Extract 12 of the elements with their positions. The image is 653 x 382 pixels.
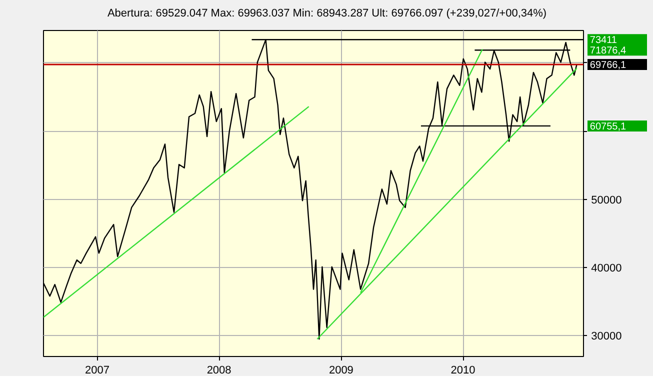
ref-line-label: 69766,1 bbox=[590, 60, 626, 71]
series-label: 71876,4 bbox=[590, 46, 626, 57]
x-tick-label: 2010 bbox=[450, 364, 476, 376]
x-tick-label: 2009 bbox=[328, 364, 354, 376]
chart-subtitle: Abertura: 69529.047 Max: 69963.037 Min: 68943.287 Ult: 69766.097 (+239,027/+00,34%) bbox=[107, 8, 547, 20]
y-tick-label: 50000 bbox=[591, 194, 622, 206]
y-tick-label: 40000 bbox=[591, 262, 622, 274]
x-tick-label: 2008 bbox=[206, 364, 232, 376]
x-tick-label: 2007 bbox=[85, 364, 110, 376]
legend-label: 60755,1 bbox=[590, 121, 626, 132]
series-label: 73411 bbox=[590, 35, 618, 46]
y-tick-label: 30000 bbox=[591, 330, 622, 343]
